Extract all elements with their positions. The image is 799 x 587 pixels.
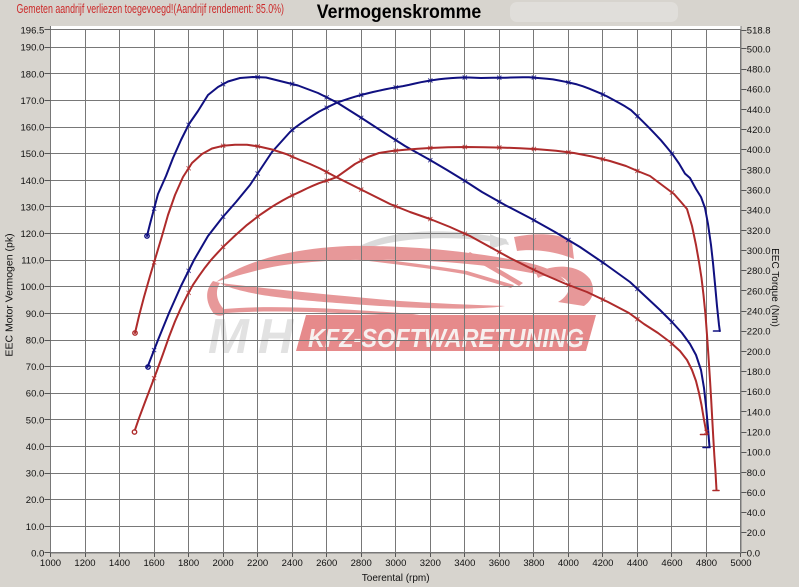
svg-text:480.0: 480.0	[747, 65, 771, 76]
svg-text:160.0: 160.0	[747, 387, 771, 398]
svg-text:4600: 4600	[661, 558, 682, 569]
svg-text:0.0: 0.0	[747, 548, 760, 559]
svg-text:2800: 2800	[351, 558, 372, 569]
svg-text:140.0: 140.0	[747, 407, 771, 418]
svg-text:240.0: 240.0	[747, 307, 771, 318]
svg-text:220.0: 220.0	[747, 327, 771, 338]
svg-text:2200: 2200	[247, 558, 268, 569]
svg-text:1000: 1000	[40, 558, 61, 569]
svg-text:460.0: 460.0	[747, 85, 771, 96]
svg-text:260.0: 260.0	[747, 286, 771, 297]
svg-text:380.0: 380.0	[747, 165, 771, 176]
svg-text:280.0: 280.0	[747, 266, 771, 277]
svg-text:140.0: 140.0	[21, 176, 45, 187]
svg-text:0.0: 0.0	[31, 548, 44, 559]
svg-text:4400: 4400	[627, 558, 648, 569]
svg-text:180.0: 180.0	[21, 69, 45, 80]
svg-text:40.0: 40.0	[747, 508, 766, 519]
svg-text:110.0: 110.0	[21, 256, 44, 267]
svg-text:10.0: 10.0	[26, 522, 45, 533]
svg-text:180.0: 180.0	[747, 367, 771, 378]
svg-text:4200: 4200	[592, 558, 613, 569]
svg-text:4800: 4800	[696, 558, 717, 569]
svg-text:Toerental (rpm): Toerental (rpm)	[362, 573, 430, 584]
svg-text:196.5: 196.5	[21, 25, 45, 36]
svg-text:440.0: 440.0	[747, 105, 771, 116]
svg-text:400.0: 400.0	[747, 145, 771, 156]
svg-text:3400: 3400	[454, 558, 475, 569]
svg-text:Vermogenskromme: Vermogenskromme	[317, 2, 482, 23]
svg-text:2000: 2000	[213, 558, 234, 569]
svg-text:130.0: 130.0	[21, 202, 45, 213]
svg-text:50.0: 50.0	[26, 415, 45, 426]
svg-text:120.0: 120.0	[21, 229, 45, 240]
svg-text:40.0: 40.0	[26, 442, 45, 453]
svg-text:30.0: 30.0	[26, 469, 45, 480]
svg-text:4000: 4000	[558, 558, 579, 569]
svg-text:EEC Motor Vermogen (pk): EEC Motor Vermogen (pk)	[4, 233, 16, 356]
svg-text:100.0: 100.0	[747, 448, 771, 459]
svg-text:1200: 1200	[74, 558, 95, 569]
svg-text:KFZ-SOFTWARETUNING: KFZ-SOFTWARETUNING	[308, 325, 584, 353]
svg-text:60.0: 60.0	[747, 488, 766, 499]
svg-text:340.0: 340.0	[747, 206, 771, 217]
svg-text:20.0: 20.0	[747, 528, 766, 539]
svg-text:90.0: 90.0	[26, 309, 45, 320]
svg-text:200.0: 200.0	[747, 347, 771, 358]
svg-text:Gemeten aandrijf verliezen toe: Gemeten aandrijf verliezen toegevoegd!(A…	[17, 2, 285, 16]
svg-text:120.0: 120.0	[747, 427, 771, 438]
svg-text:1600: 1600	[144, 558, 165, 569]
svg-text:3000: 3000	[385, 558, 406, 569]
svg-text:1400: 1400	[109, 558, 130, 569]
svg-text:80.0: 80.0	[26, 336, 45, 347]
svg-text:190.0: 190.0	[21, 43, 45, 54]
svg-text:3600: 3600	[489, 558, 510, 569]
svg-text:MH: MH	[208, 310, 302, 364]
svg-text:360.0: 360.0	[747, 186, 771, 197]
svg-text:20.0: 20.0	[26, 495, 45, 506]
svg-text:60.0: 60.0	[26, 389, 45, 400]
svg-text:3200: 3200	[420, 558, 441, 569]
svg-text:2600: 2600	[316, 558, 337, 569]
svg-text:5000: 5000	[730, 558, 751, 569]
svg-text:420.0: 420.0	[747, 125, 771, 136]
svg-text:3800: 3800	[523, 558, 544, 569]
svg-text:500.0: 500.0	[747, 44, 771, 55]
svg-text:150.0: 150.0	[21, 149, 45, 160]
svg-text:80.0: 80.0	[747, 468, 766, 479]
svg-text:EEC Torque (Nm): EEC Torque (Nm)	[769, 248, 780, 327]
svg-text:160.0: 160.0	[21, 123, 45, 134]
svg-text:100.0: 100.0	[21, 282, 45, 293]
svg-text:300.0: 300.0	[747, 246, 771, 257]
svg-text:320.0: 320.0	[747, 226, 771, 237]
svg-text:1800: 1800	[178, 558, 199, 569]
svg-text:170.0: 170.0	[21, 96, 45, 107]
svg-text:2400: 2400	[282, 558, 303, 569]
svg-text:518.8: 518.8	[747, 25, 771, 36]
svg-text:70.0: 70.0	[26, 362, 45, 373]
